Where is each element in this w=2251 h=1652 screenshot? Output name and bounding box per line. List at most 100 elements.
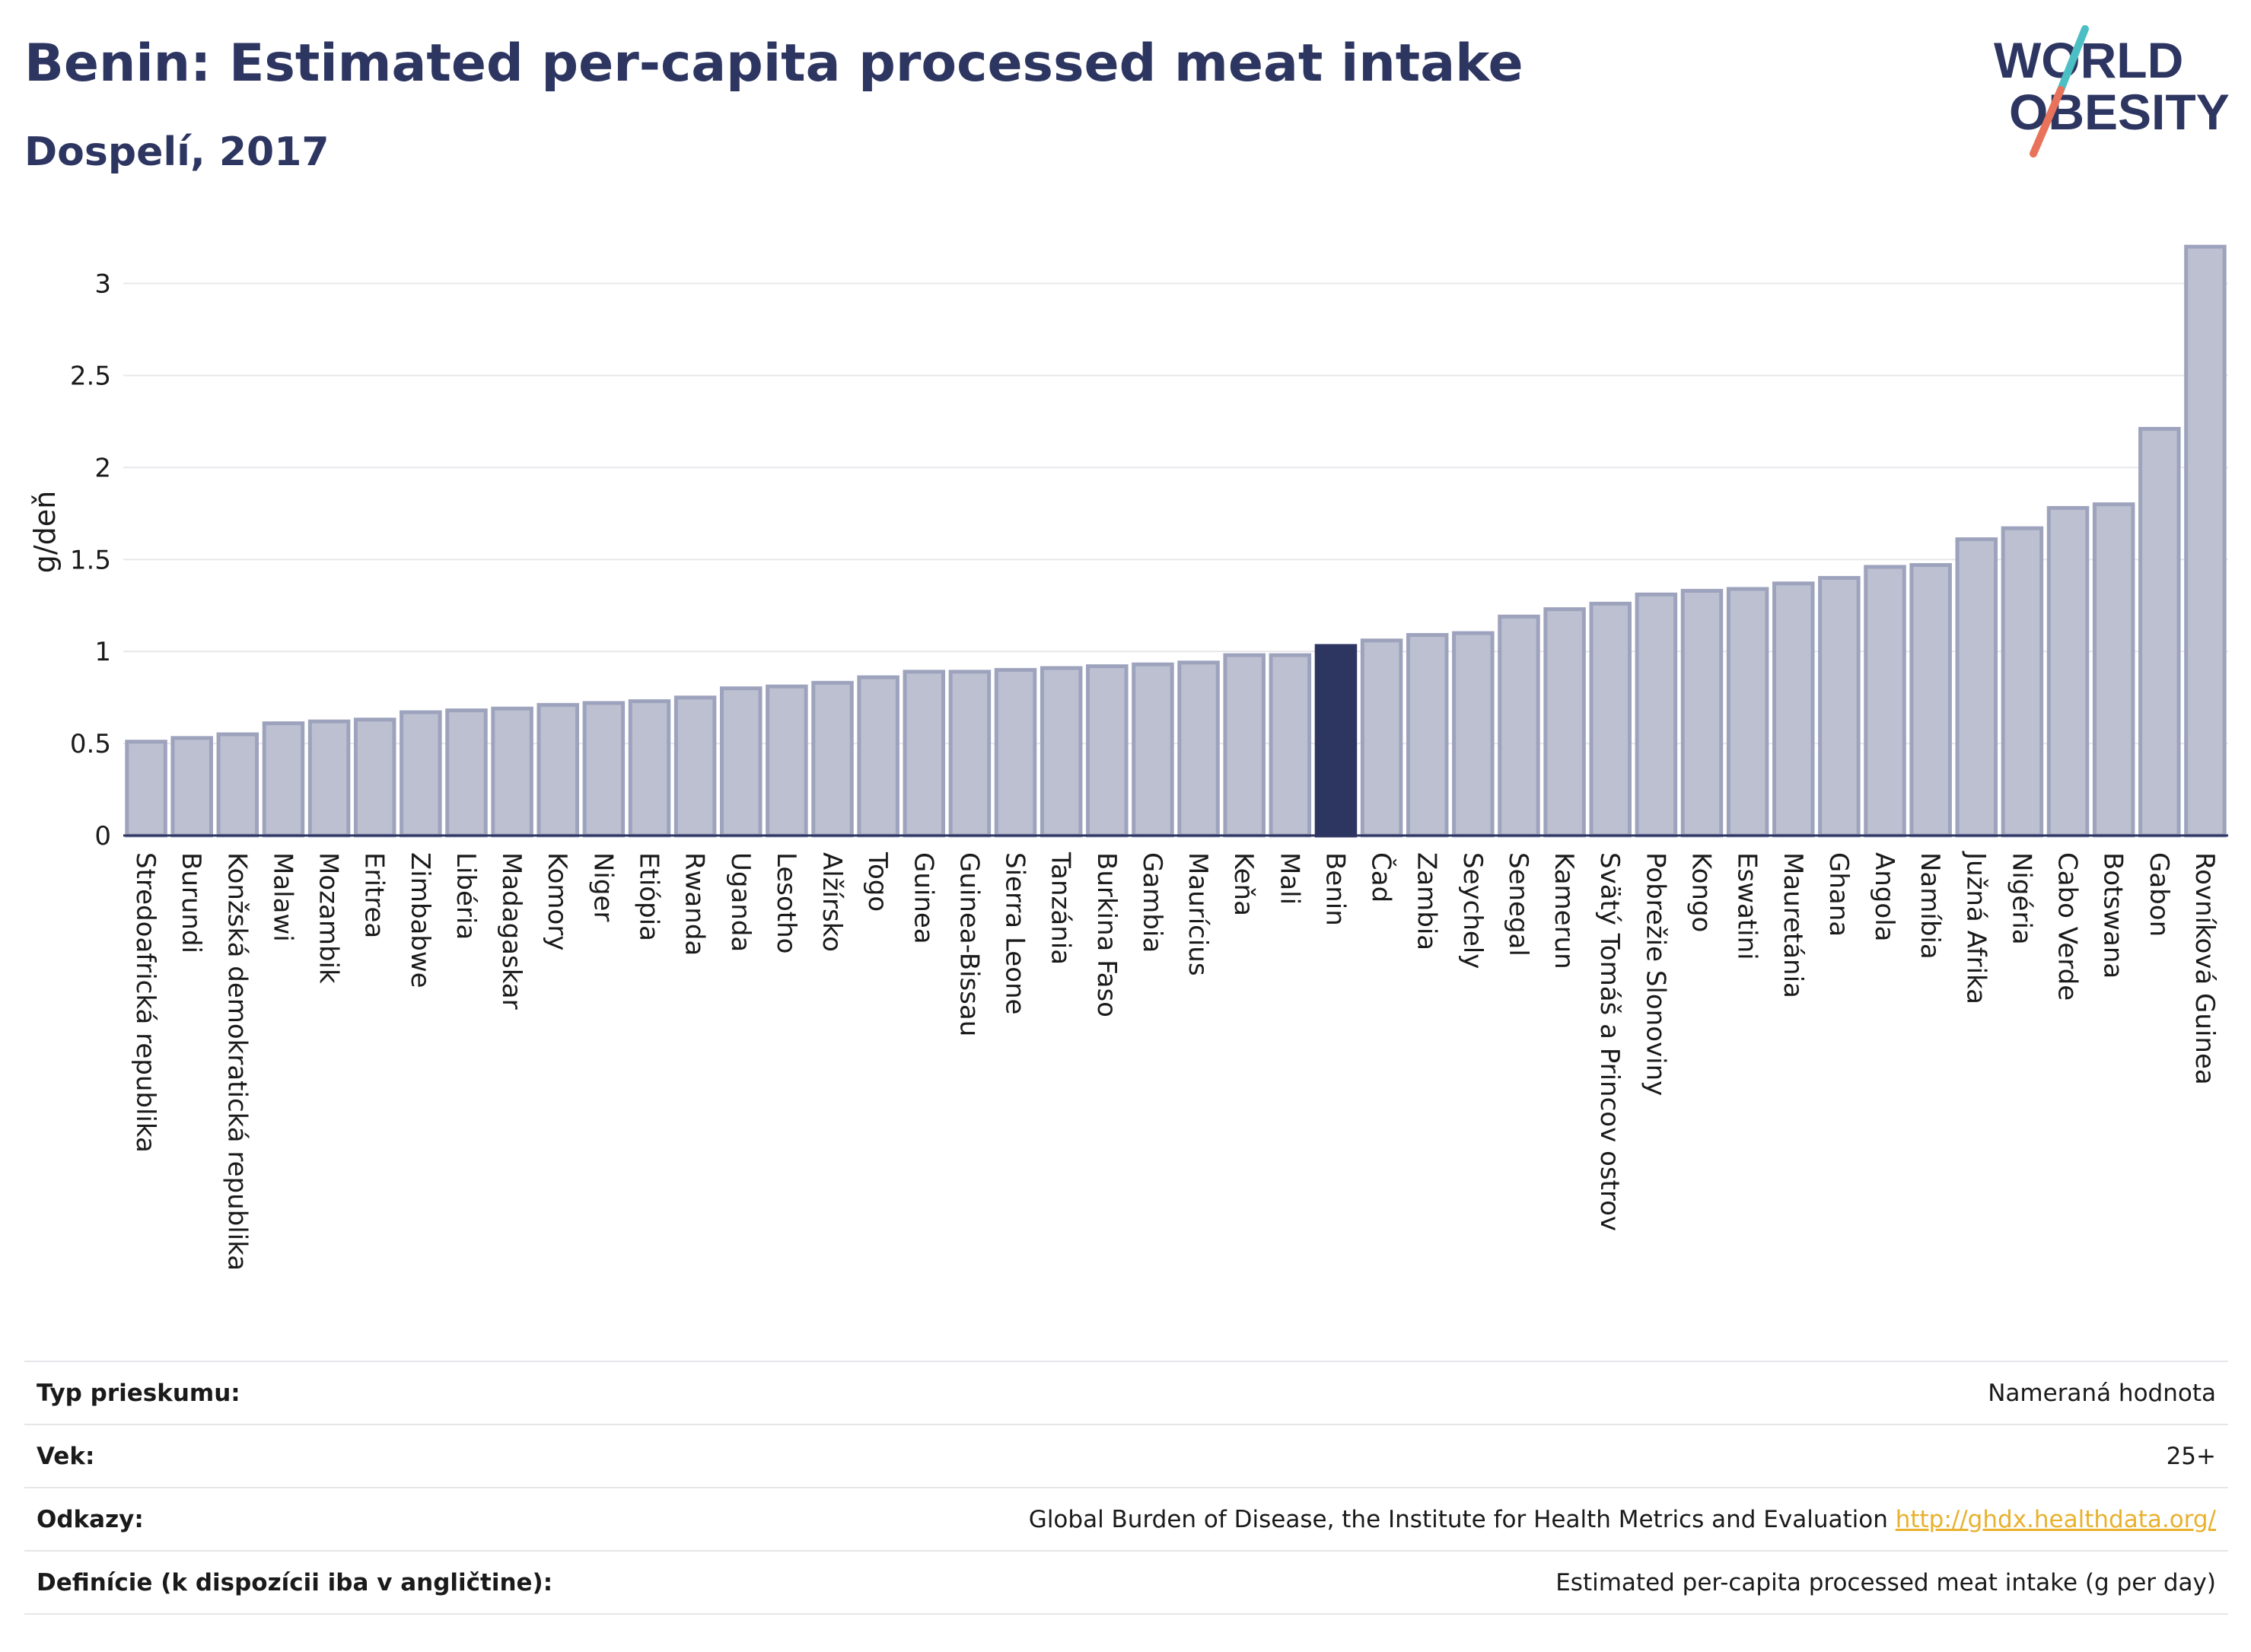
- x-tick-label: Malawi: [267, 852, 298, 942]
- x-tick-label: Guinea: [908, 852, 938, 944]
- x-tick-label: Eritrea: [359, 852, 390, 938]
- bar-sierra-leone[interactable]: [994, 667, 1037, 838]
- info-value-group: Global Burden of Disease, the Institute …: [1029, 1506, 2216, 1533]
- info-label: Typ prieskumu:: [37, 1379, 240, 1407]
- bar-etiópia[interactable]: [628, 699, 671, 838]
- bar-chart: 0 0.5 1 1.5 2 2.5 3 g/deň Stredoafrická republik…: [28, 244, 2228, 1271]
- y-tick-label: 3: [94, 269, 111, 300]
- bar-mauretánia[interactable]: [1772, 581, 1815, 838]
- y-axis-title: g/deň: [28, 491, 62, 574]
- bar-zambia[interactable]: [1406, 632, 1449, 838]
- x-tick-label: Mozambik: [314, 852, 344, 984]
- bar-angola[interactable]: [1864, 565, 1906, 838]
- bar-rovníková-guinea[interactable]: [2184, 244, 2227, 838]
- x-tick-label: Ghana: [1823, 852, 1854, 937]
- bar-uganda[interactable]: [720, 686, 763, 838]
- x-tick-label: Benin: [1320, 852, 1350, 926]
- bar-madagaskar[interactable]: [491, 706, 533, 838]
- logo-line1: WORLD: [1994, 32, 2183, 88]
- bar-seychely[interactable]: [1452, 631, 1495, 838]
- bar-ghana[interactable]: [1818, 575, 1861, 838]
- bar-gambia[interactable]: [1132, 662, 1174, 838]
- bar-namíbia[interactable]: [1909, 563, 1952, 838]
- logo-slash-coral: [2030, 86, 2065, 158]
- bar-burundi[interactable]: [170, 736, 213, 838]
- bar-senegal[interactable]: [1498, 614, 1540, 838]
- bar-zimbabwe[interactable]: [400, 710, 442, 838]
- bar-eritrea[interactable]: [353, 718, 396, 838]
- info-row-references: Odkazy: Global Burden of Disease, the In…: [24, 1488, 2228, 1552]
- x-tick-label: Stredoafrická republika: [130, 852, 161, 1153]
- bar-eswatini[interactable]: [1726, 587, 1769, 838]
- x-tick-label: Libéria: [451, 852, 481, 940]
- info-table: Typ prieskumu: Nameraná hodnota Vek: 25+…: [24, 1361, 2228, 1615]
- y-tick-label: 1: [94, 637, 111, 667]
- x-tick-label: Komory: [542, 852, 572, 950]
- x-tick-label: Kongo: [1686, 852, 1717, 932]
- bar-burkina-faso[interactable]: [1086, 664, 1129, 838]
- y-tick-label: 2.5: [70, 361, 111, 391]
- bar-guinea-bissau[interactable]: [948, 670, 992, 838]
- y-tick-label: 2: [94, 453, 111, 483]
- bar-rwanda[interactable]: [673, 695, 717, 838]
- info-value: Nameraná hodnota: [1988, 1379, 2216, 1407]
- x-tick-label: Uganda: [725, 852, 756, 952]
- x-tick-label: Lesotho: [771, 852, 801, 953]
- bar-tanzánia[interactable]: [1040, 666, 1083, 838]
- bar-mozambik[interactable]: [307, 719, 351, 838]
- bar-čad[interactable]: [1360, 638, 1403, 838]
- y-tick-label: 1.5: [70, 545, 111, 575]
- x-tick-label: Burundi: [176, 852, 206, 953]
- x-tick-label: Togo: [862, 851, 893, 912]
- info-label: Vek:: [37, 1442, 95, 1470]
- x-tick-label: Eswatini: [1732, 852, 1762, 960]
- world-obesity-logo: WORLD OBESITY: [1994, 25, 2230, 158]
- bar-svätý-tomáš-a-princov-ostrov[interactable]: [1589, 601, 1632, 838]
- bar-konžská-demokratická-republika[interactable]: [216, 732, 259, 838]
- y-tick-label: 0.5: [70, 729, 111, 759]
- bar-komory[interactable]: [536, 702, 579, 838]
- bar-guinea[interactable]: [903, 670, 946, 838]
- bar-botswana[interactable]: [2092, 502, 2135, 838]
- bar-maurícius[interactable]: [1177, 660, 1220, 838]
- x-tick-label: Etiópia: [634, 852, 664, 941]
- x-tick-label: Sierra Leone: [1000, 852, 1030, 1014]
- bar-kamerun[interactable]: [1543, 607, 1586, 838]
- x-tick-label: Burkina Faso: [1091, 852, 1122, 1017]
- x-tick-label: Niger: [587, 852, 618, 921]
- x-tick-label: Gabon: [2144, 852, 2174, 937]
- bar-lesotho[interactable]: [766, 684, 808, 838]
- x-tick-label: Kamerun: [1549, 852, 1579, 969]
- bar-togo[interactable]: [857, 675, 899, 838]
- x-tick-label: Angola: [1869, 852, 1899, 941]
- x-tick-label: Južná Afrika: [1960, 851, 1991, 1004]
- bar-mali[interactable]: [1269, 653, 1312, 838]
- info-value: 25+: [2166, 1442, 2216, 1470]
- bar-alžírsko[interactable]: [811, 680, 854, 838]
- bar-nigéria[interactable]: [2001, 526, 2044, 838]
- bar-malawi[interactable]: [262, 721, 305, 838]
- bar-keňa[interactable]: [1223, 653, 1266, 838]
- bar-benin[interactable]: [1314, 644, 1358, 838]
- bar-gabon[interactable]: [2138, 427, 2181, 838]
- page-subtitle: Dospelí, 2017: [24, 129, 330, 175]
- info-label: Odkazy:: [37, 1505, 144, 1533]
- x-tick-label: Zambia: [1412, 852, 1442, 950]
- bar-stredoafrická-republika[interactable]: [125, 740, 167, 838]
- info-label: Definície (k dispozícii iba v angličtine…: [37, 1568, 553, 1596]
- info-row-definition: Definície (k dispozícii iba v angličtine…: [24, 1552, 2228, 1615]
- bar-pobrežie-slonoviny[interactable]: [1635, 592, 1678, 838]
- x-tick-label: Maurícius: [1183, 852, 1213, 976]
- reference-link[interactable]: http://ghdx.healthdata.org/: [1895, 1505, 2216, 1533]
- bar-cabo-verde[interactable]: [2046, 506, 2090, 838]
- bar-libéria[interactable]: [445, 708, 488, 838]
- logo-slash-teal: [2057, 25, 2089, 94]
- x-tick-label: Nigéria: [2006, 852, 2036, 945]
- info-value: Global Burden of Disease, the Institute …: [1028, 1505, 1888, 1533]
- x-tick-label: Seychely: [1457, 852, 1488, 969]
- bar-niger[interactable]: [582, 701, 626, 838]
- x-tick-label: Pobrežie Slonoviny: [1640, 852, 1670, 1096]
- bar-južná-afrika[interactable]: [1955, 537, 1998, 838]
- bar-kongo[interactable]: [1680, 588, 1724, 838]
- x-tick-label: Zimbabwe: [405, 852, 435, 988]
